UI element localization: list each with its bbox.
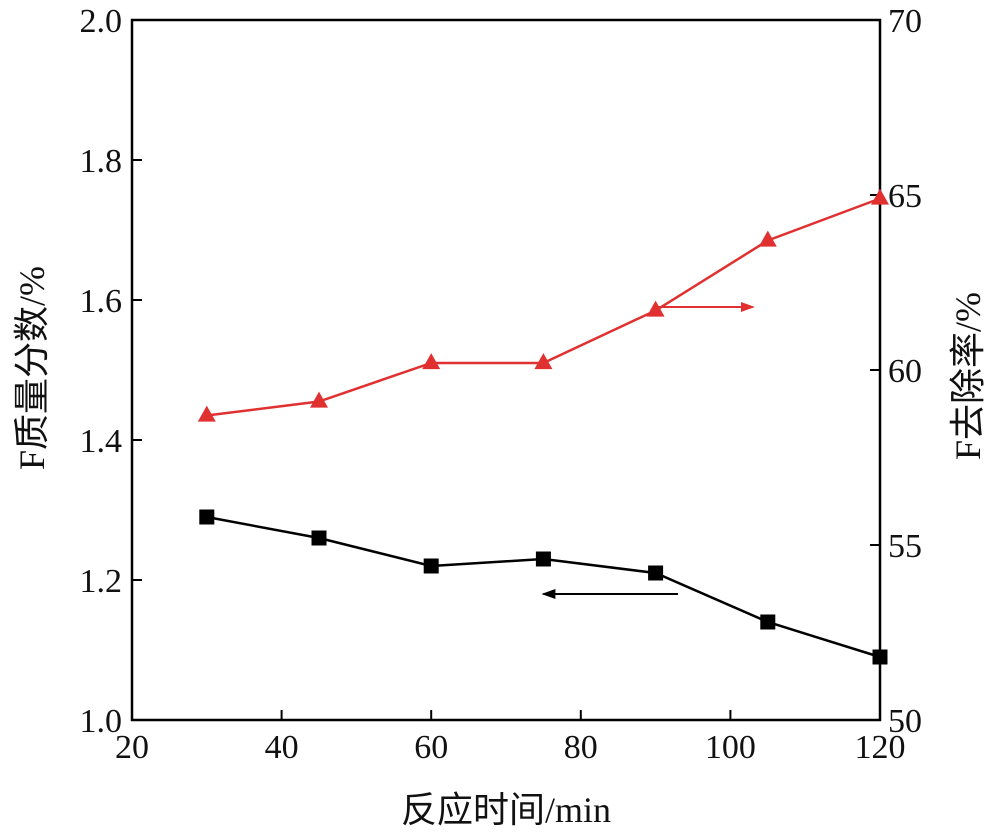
data-point-square (648, 565, 664, 581)
data-point-triangle (310, 391, 328, 408)
y-axis-left-title: F质量分数/% (12, 266, 52, 470)
y-axis-right-title: F去除率/% (948, 292, 988, 460)
annotation-layer (541, 302, 755, 599)
data-point-square (423, 558, 439, 574)
y2-tick-label: 55 (888, 528, 922, 565)
x-tick-label: 80 (564, 729, 598, 766)
y-axis-left: 1.0 1.2 1.4 1.6 1.8 2.0 (80, 3, 142, 740)
y-tick-label: 1.2 (80, 563, 123, 600)
y2-tick-label: 70 (888, 3, 922, 40)
y-tick-label: 1.4 (80, 423, 123, 460)
y2-tick-label: 60 (888, 353, 922, 390)
series-line-1 (206, 515, 881, 659)
y2-tick-label: 65 (888, 178, 922, 215)
x-axis-title: 反应时间/min (401, 790, 611, 830)
y-tick-label: 2.0 (80, 3, 123, 40)
data-point-triangle (758, 230, 777, 247)
data-point-triangle (197, 405, 216, 422)
x-tick-label: 120 (855, 729, 906, 766)
x-axis: 20 40 60 80 100 120 (115, 710, 906, 766)
y-tick-label: 1.8 (80, 143, 123, 180)
x-tick-label: 60 (414, 729, 448, 766)
x-tick-label: 100 (705, 729, 756, 766)
data-point-square (760, 614, 776, 630)
data-point-square (535, 551, 551, 567)
y-axis-right: 50 55 60 65 70 (870, 3, 922, 740)
data-point-triangle (646, 300, 665, 317)
y-tick-label: 1.6 (80, 283, 123, 320)
series-line-2 (206, 197, 881, 417)
x-tick-label: 40 (265, 729, 299, 766)
y2-tick-label: 50 (888, 703, 922, 740)
data-point-triangle (871, 188, 889, 205)
series-layer (197, 188, 889, 665)
data-point-square (872, 649, 888, 665)
data-point-square (199, 509, 215, 525)
data-point-triangle (534, 353, 553, 370)
data-point-triangle (422, 353, 441, 370)
x-tick-label: 20 (115, 729, 149, 766)
y-tick-label: 1.0 (80, 703, 123, 740)
data-point-square (311, 530, 327, 546)
